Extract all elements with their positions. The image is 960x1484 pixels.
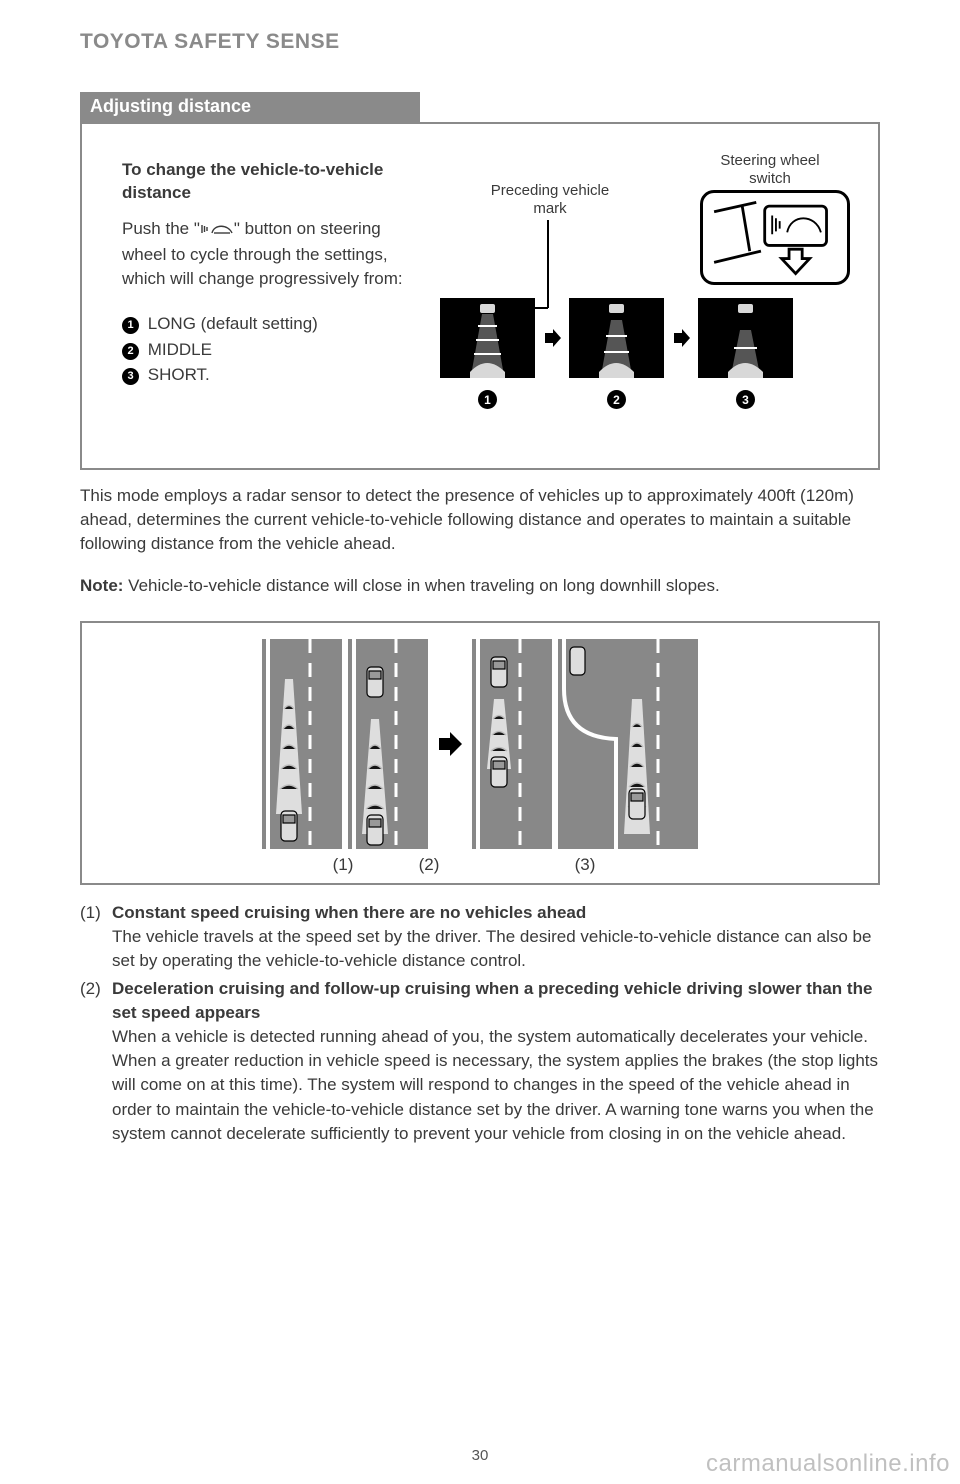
steering-wheel-switch-icon [700,190,850,285]
note-text: Vehicle-to-vehicle distance will close i… [123,576,719,595]
display-middle-icon [569,298,664,378]
road-label-1: (1) [300,855,386,875]
note-paragraph: Note: Vehicle-to-vehicle distance will c… [80,574,880,598]
diagram-right: Preceding vehicle mark Steering wheel sw… [440,158,850,428]
list-item-2: 2 MIDDLE [122,338,422,361]
arrow-right-icon [543,329,561,347]
display-labels: 1 2 3 [440,390,850,409]
display-row [440,298,793,378]
label-3-icon: 3 [736,390,755,409]
instr-pre: Push the " [122,219,200,238]
callout-switch: Steering wheel switch [700,152,840,188]
lead-text: To change the vehicle-to-vehicle distanc… [122,158,422,205]
definition-1: (1) Constant speed cruising when there a… [80,901,880,973]
label-1-icon: 1 [478,390,497,409]
def-2-title: Deceleration cruising and follow-up crui… [112,979,872,1022]
bullet-2-icon: 2 [122,343,139,360]
page-header: TOYOTA SAFETY SENSE [80,30,880,54]
distance-button-icon [200,220,234,243]
bullet-3-icon: 3 [122,368,139,385]
def-2-body: When a vehicle is detected running ahead… [112,1027,878,1143]
list-item-3: 3 SHORT. [122,363,422,386]
list-item-1-label: LONG (default setting) [148,314,318,333]
watermark: carmanualsonline.info [706,1450,950,1478]
arrow-right-icon [437,731,463,757]
label-2-icon: 2 [607,390,626,409]
list-item-2-label: MIDDLE [148,340,212,359]
road-panel-2b-icon [472,639,552,849]
display-short-icon [698,298,793,378]
bullet-1-icon: 1 [122,317,139,334]
note-label: Note: [80,576,123,595]
def-1-title: Constant speed cruising when there are n… [112,903,586,922]
def-1-body: The vehicle travels at the speed set by … [112,927,871,970]
road-panel-3-icon [558,639,698,849]
road-diagram-box: (1) (2) (3) [80,621,880,885]
list-item-3-label: SHORT. [148,365,210,384]
road-labels: (1) (2) (3) [98,855,862,875]
arrow-right-icon [672,329,690,347]
road-panel-1-icon [262,639,342,849]
section-tab: Adjusting distance [80,92,420,122]
main-paragraph: This mode employs a radar sensor to dete… [80,484,880,556]
definitions: (1) Constant speed cruising when there a… [80,901,880,1146]
road-label-2: (2) [386,855,472,875]
list-item-1: 1 LONG (default setting) [122,312,422,335]
road-panel-2-icon [348,639,428,849]
def-2-num: (2) [80,977,112,1146]
road-label-3: (3) [510,855,660,875]
display-long-icon [440,298,535,378]
instruction-text: Push the "" button on steering wheel to … [122,217,422,290]
definition-2: (2) Deceleration cruising and follow-up … [80,977,880,1146]
def-1-num: (1) [80,901,112,973]
adjusting-distance-box: To change the vehicle-to-vehicle distanc… [80,122,880,470]
